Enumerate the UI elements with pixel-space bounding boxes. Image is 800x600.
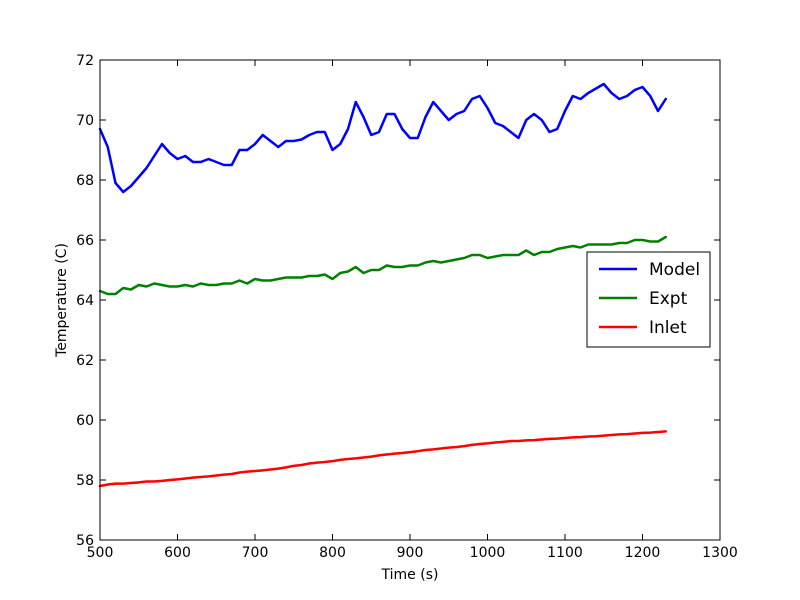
x-tick-label: 1000 <box>470 545 506 561</box>
y-tick-label: 62 <box>76 353 94 369</box>
y-tick-label: 56 <box>76 533 94 549</box>
x-tick-label: 1100 <box>547 545 583 561</box>
legend-box <box>586 251 711 348</box>
x-tick-label: 900 <box>397 545 424 561</box>
x-tick-label: 1300 <box>702 545 738 561</box>
y-tick-label: 58 <box>76 473 94 489</box>
y-tick-label: 70 <box>76 113 94 129</box>
ticks-layer: 500 600 700 800 900 1000 1100 1200 1300 56 58 60 62 6… <box>76 53 738 561</box>
series-layer <box>98 82 667 488</box>
legend-label-expt: Expt <box>649 289 688 309</box>
x-tick-label: 600 <box>164 545 191 561</box>
legend-label-inlet: Inlet <box>649 318 687 338</box>
x-tick-label: 700 <box>242 545 269 561</box>
legend: Model Expt Inlet <box>586 251 711 348</box>
y-tick-label: 68 <box>76 173 94 189</box>
series-line-inlet <box>98 430 667 488</box>
y-tick-label: 64 <box>76 293 94 309</box>
series-line-model <box>98 82 667 194</box>
x-axis-label: Time (s) <box>381 567 439 583</box>
x-tick-label: 800 <box>319 545 346 561</box>
y-tick-label: 60 <box>76 413 94 429</box>
y-tick-label: 66 <box>76 233 94 249</box>
y-tick-label: 72 <box>76 53 94 69</box>
x-tick-label: 500 <box>87 545 114 561</box>
legend-label-model: Model <box>649 260 700 280</box>
y-axis-label: Temperature (C) <box>54 243 70 358</box>
series-line-expt <box>98 235 667 296</box>
x-tick-label: 1200 <box>625 545 661 561</box>
